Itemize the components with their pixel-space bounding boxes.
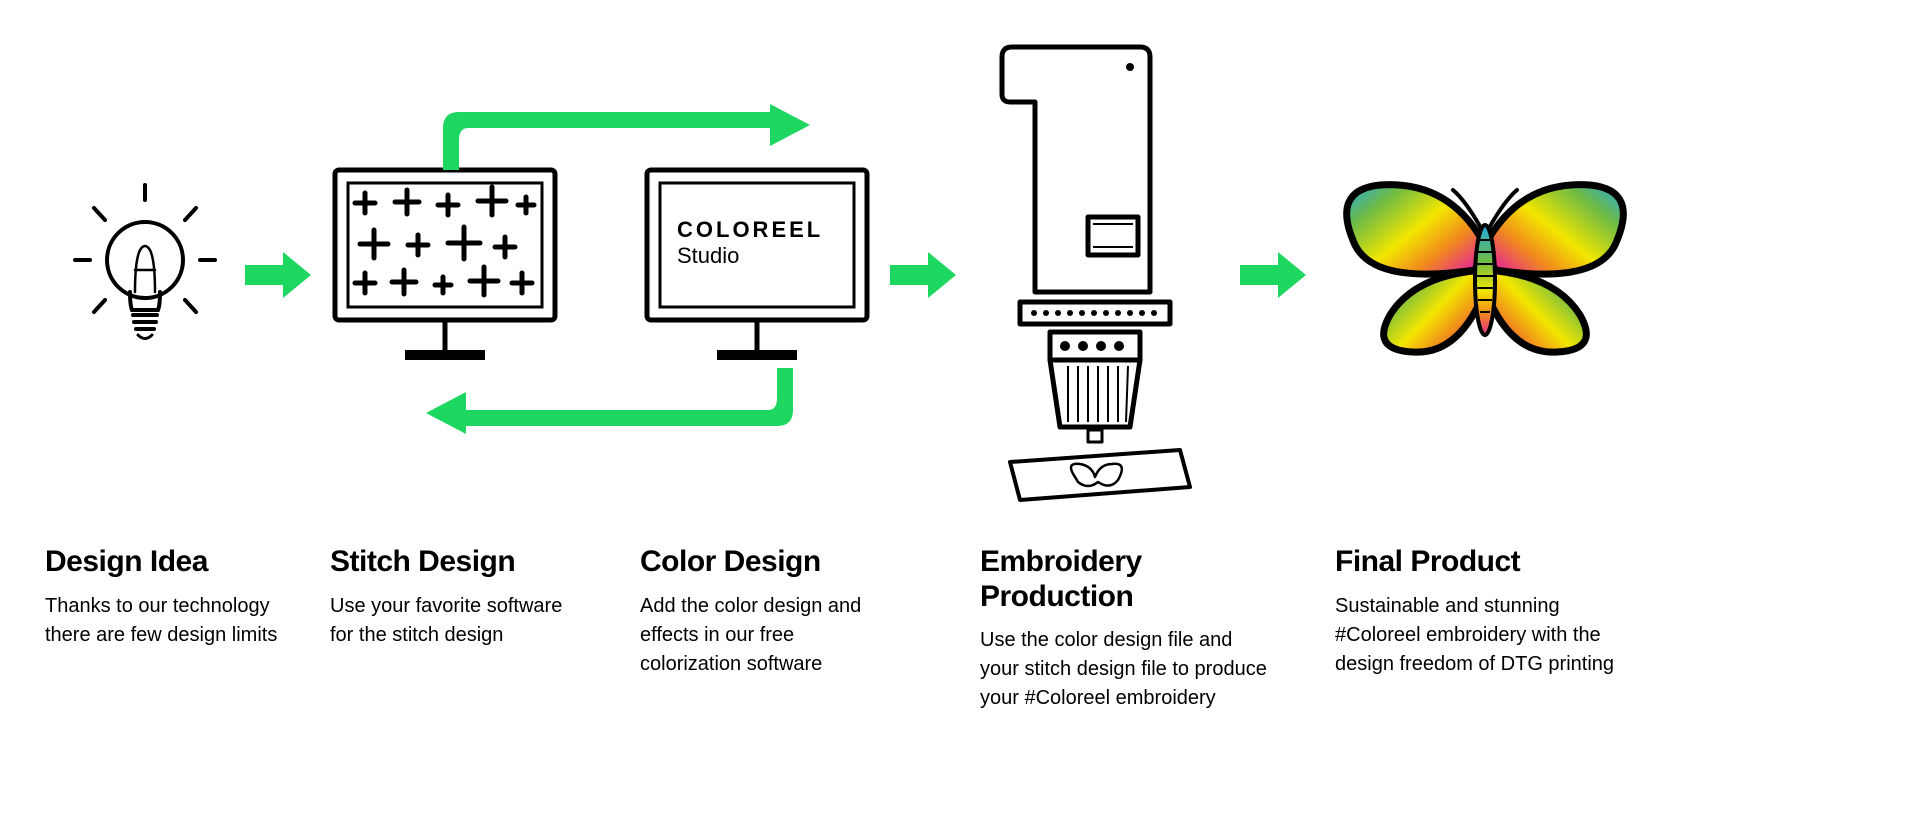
step-color-design: Color Design Add the color design and ef…: [640, 545, 900, 679]
step-design-idea: Design Idea Thanks to our technology the…: [45, 545, 295, 650]
cycle-arrow-top-icon: [418, 100, 818, 175]
brand-title: COLOREEL: [677, 217, 823, 242]
stitch-monitor-icon: [330, 165, 560, 380]
step-desc: Sustainable and stunning #Coloreel embro…: [1335, 592, 1615, 679]
step-stitch-design: Stitch Design Use your favorite software…: [330, 545, 580, 650]
brand-subtitle: Studio: [677, 243, 739, 268]
process-diagram: COLOREEL Studio: [0, 0, 1922, 817]
step-final-product: Final Product Sustainable and stunning #…: [1335, 545, 1615, 679]
illustration-row: COLOREEL Studio: [0, 40, 1922, 490]
arrow-icon: [245, 250, 315, 305]
step-desc: Use your favorite software for the stitc…: [330, 592, 580, 650]
step-desc: Thanks to our technology there are few d…: [45, 592, 295, 650]
lightbulb-icon: [70, 170, 220, 375]
step-desc: Add the color design and effects in our …: [640, 592, 900, 679]
step-title: Design Idea: [45, 545, 295, 580]
step-embroidery-production: Embroidery Production Use the color desi…: [980, 545, 1270, 713]
step-title: Final Product: [1335, 545, 1615, 580]
arrow-icon: [890, 250, 960, 305]
step-title: Color Design: [640, 545, 900, 580]
color-monitor-icon: COLOREEL Studio: [642, 165, 872, 380]
butterfly-icon: [1335, 160, 1635, 395]
step-title: Embroidery Production: [980, 545, 1270, 614]
step-desc: Use the color design file and your stitc…: [980, 626, 1270, 713]
arrow-icon: [1240, 250, 1310, 305]
embroidery-machine-icon: [980, 32, 1220, 507]
step-title: Stitch Design: [330, 545, 580, 580]
